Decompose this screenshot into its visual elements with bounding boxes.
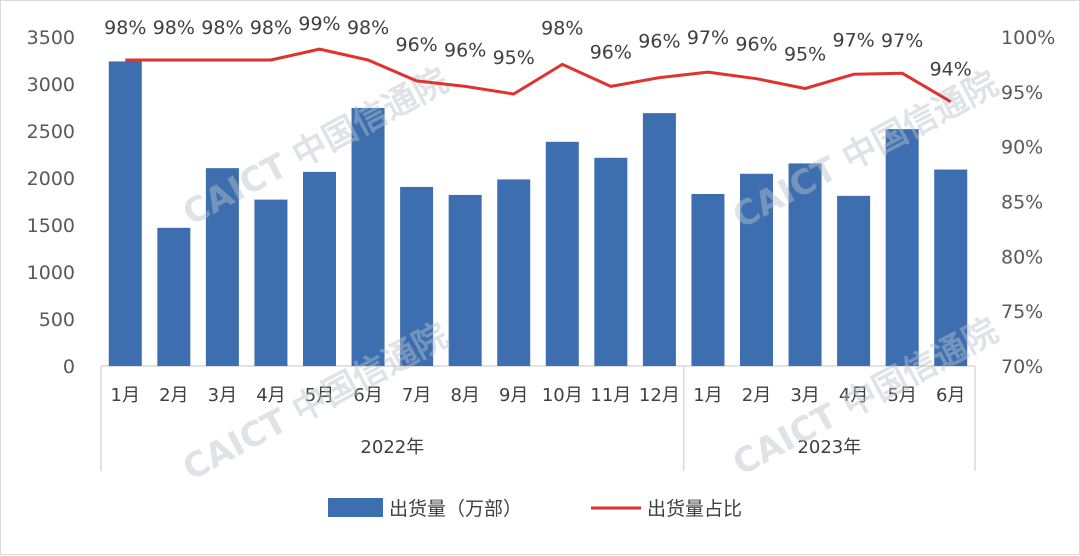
bar — [594, 158, 627, 366]
y-left-tick-label: 2000 — [27, 168, 75, 190]
line-data-label: 96% — [395, 34, 437, 56]
line-data-label: 94% — [930, 59, 972, 81]
y-left-tick-label: 3000 — [27, 74, 75, 96]
y-right-tick-label: 85% — [1001, 192, 1043, 214]
y-left-tick-label: 2500 — [27, 121, 75, 143]
bar — [643, 113, 676, 366]
x-tick-label: 10月 — [542, 385, 583, 406]
bar — [837, 196, 870, 366]
line-data-label: 98% — [347, 17, 389, 39]
line-data-label: 97% — [687, 27, 729, 49]
line-data-label: 98% — [201, 17, 243, 39]
y-left-tick-label: 0 — [63, 356, 75, 378]
legend-label-bar: 出货量（万部） — [389, 498, 522, 520]
bar-series — [109, 61, 967, 366]
line-data-label: 96% — [735, 34, 777, 56]
x-group-label: 2022年 — [360, 437, 424, 458]
line-data-label: 98% — [104, 17, 146, 39]
x-tick-label: 6月 — [936, 385, 965, 406]
line-data-label: 98% — [541, 17, 583, 39]
line-data-label: 99% — [298, 13, 340, 35]
bar — [109, 61, 142, 366]
line-data-label: 97% — [832, 29, 874, 51]
x-tick-label: 2月 — [742, 385, 771, 406]
y-right-tick-label: 70% — [1001, 356, 1043, 378]
line-data-label: 97% — [881, 30, 923, 52]
legend: 出货量（万部） 出货量占比 — [328, 498, 742, 520]
line-data-label: 96% — [590, 41, 632, 63]
y-left-tick-label: 3500 — [27, 27, 75, 49]
y-left-tick-label: 1500 — [27, 215, 75, 237]
legend-swatch-bar — [328, 498, 383, 517]
y-left-tick-label: 1000 — [27, 262, 75, 284]
y-right-tick-label: 100% — [1001, 27, 1055, 49]
bar — [157, 228, 190, 366]
legend-label-line: 出货量占比 — [647, 498, 742, 520]
bar — [691, 194, 724, 366]
bar — [497, 179, 530, 366]
bar — [449, 195, 482, 366]
y-right-tick-label: 80% — [1001, 246, 1043, 268]
line-data-label: 95% — [493, 47, 535, 69]
line-data-label: 96% — [444, 39, 486, 61]
y-right-tick-label: 75% — [1001, 301, 1043, 323]
x-tick-label: 11月 — [590, 385, 631, 406]
y-right-tick-label: 95% — [1001, 82, 1043, 104]
y-right-tick-label: 90% — [1001, 137, 1043, 159]
bar — [254, 200, 287, 366]
bar — [546, 142, 579, 366]
bar — [886, 129, 919, 366]
x-tick-label: 12月 — [639, 385, 680, 406]
x-tick-label: 3月 — [208, 385, 237, 406]
data-labels: 98% 98% 98% 98% 99% 98% 96% 96% 95% 98% 96% 96% 97% 9… — [104, 13, 972, 81]
x-tick-label: 9月 — [499, 385, 528, 406]
y-left-tick-label: 500 — [39, 309, 75, 331]
line-data-label: 98% — [250, 17, 292, 39]
line-data-label: 98% — [153, 17, 195, 39]
x-tick-label: 1月 — [111, 385, 140, 406]
x-tick-label: 1月 — [693, 385, 722, 406]
bar — [303, 172, 336, 366]
line-data-label: 95% — [784, 44, 826, 66]
x-tick-label: 2月 — [159, 385, 188, 406]
x-tick-label: 7月 — [402, 385, 431, 406]
line-data-label: 96% — [638, 31, 680, 53]
line-path — [125, 49, 950, 102]
x-tick-label: 8月 — [450, 385, 479, 406]
line-series — [125, 49, 951, 102]
